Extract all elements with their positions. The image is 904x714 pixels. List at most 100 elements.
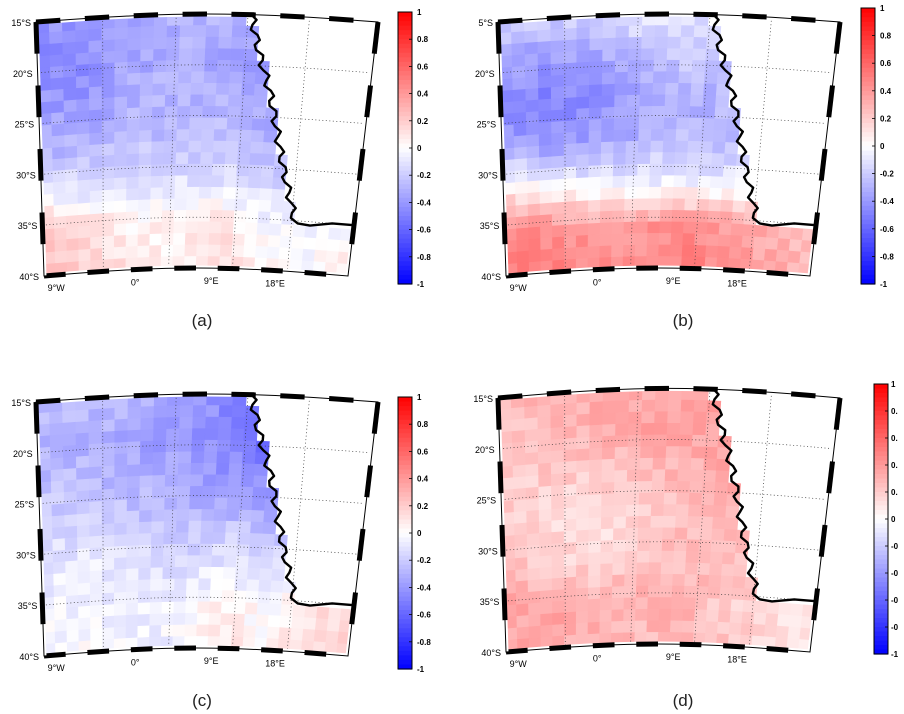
field-cell [76, 501, 90, 515]
field-cell [679, 434, 694, 448]
field-cell [127, 429, 142, 443]
field-cell [64, 145, 78, 159]
field-cell [551, 167, 565, 181]
field-cell [612, 187, 626, 200]
field-cell [137, 222, 151, 236]
field-cell [174, 578, 188, 591]
field-cell [711, 153, 726, 166]
field-cell [588, 471, 603, 484]
field-cell [202, 486, 216, 499]
field-cell [244, 222, 259, 236]
colorbar-band [398, 125, 412, 131]
field-cell [137, 590, 151, 604]
field-cell [259, 188, 273, 202]
field-cell [138, 521, 153, 535]
colorbar-band [874, 586, 888, 592]
colorbar-band [398, 591, 412, 598]
field-cell [126, 165, 140, 178]
field-cell [192, 416, 207, 429]
colorbar-band [398, 175, 412, 181]
field-cell [563, 495, 577, 509]
colorbar-tick-label: 1 [417, 393, 422, 402]
field-cell [691, 60, 706, 73]
field-cell [678, 71, 693, 84]
panel-caption: (d) [673, 691, 694, 710]
field-cell [164, 486, 179, 499]
colorbar-band [861, 196, 875, 202]
field-cell [709, 551, 724, 565]
field-cell [165, 463, 179, 476]
field-cell [161, 590, 175, 603]
field-cell [563, 178, 577, 191]
field-cell [163, 520, 177, 534]
colorbar-band [398, 469, 412, 475]
colorbar-band [874, 451, 888, 457]
field-cell [666, 59, 681, 73]
colorbar-band [861, 274, 875, 280]
colorbar-band [874, 397, 888, 403]
field-cell [599, 598, 613, 611]
colorbar-band [398, 16, 412, 22]
colorbar-band [861, 224, 875, 230]
field-cell [65, 168, 79, 183]
longitude-label: 9°E [666, 276, 681, 286]
field-cell [684, 198, 698, 212]
field-cell [721, 563, 735, 577]
graticule [499, 388, 835, 648]
meridian-line [286, 397, 310, 652]
field-cell [161, 221, 175, 235]
field-cell [613, 129, 627, 143]
field-cell [710, 540, 725, 553]
field-cell [114, 84, 128, 98]
colorbar-band [398, 428, 412, 434]
field-cell [177, 463, 192, 476]
colorbar-band [861, 261, 875, 267]
field-cell [677, 457, 692, 471]
field-cell [563, 402, 578, 417]
colorbar-tick-label: -1 [891, 650, 899, 659]
field-cell [190, 474, 204, 487]
field-cell [624, 574, 638, 587]
field-cell [787, 626, 802, 640]
field-cell [177, 106, 191, 119]
field-cell [527, 203, 541, 217]
field-cell [576, 506, 590, 520]
field-cell [89, 570, 103, 584]
field-cell [528, 249, 542, 263]
field-cell [114, 557, 127, 571]
field-cell [563, 62, 578, 76]
field-cell [615, 48, 629, 62]
field-cell [192, 36, 207, 49]
field-cell [178, 48, 193, 61]
colorbar-band [398, 614, 412, 620]
colorbar-band [398, 129, 412, 135]
field-cell [537, 41, 552, 55]
field-cell [563, 51, 578, 64]
field-cell [563, 437, 578, 451]
field-cell [516, 227, 529, 241]
field-cell [664, 481, 678, 494]
colorbar-tick-label: 0. [891, 407, 898, 416]
field-cell [686, 164, 700, 177]
field-cell [200, 152, 214, 165]
field-cell [563, 460, 578, 474]
field-cell [675, 129, 690, 142]
colorbar-band [861, 100, 875, 106]
field-cell [77, 582, 91, 596]
field-cell [63, 456, 77, 470]
field-cell [76, 121, 90, 135]
field-cell [54, 239, 68, 253]
field-cell [52, 526, 66, 540]
field-cell [235, 555, 250, 569]
colorbar-band [398, 61, 412, 67]
field-cell [690, 83, 705, 96]
field-cell [280, 224, 294, 238]
colorbar-band [874, 649, 888, 655]
meridian-line [286, 17, 310, 272]
field-cells [35, 393, 354, 657]
field-cell [563, 542, 577, 556]
field-cell [702, 470, 717, 483]
field-cell [649, 550, 663, 564]
field-cell [188, 140, 202, 153]
field-cell [611, 597, 625, 611]
